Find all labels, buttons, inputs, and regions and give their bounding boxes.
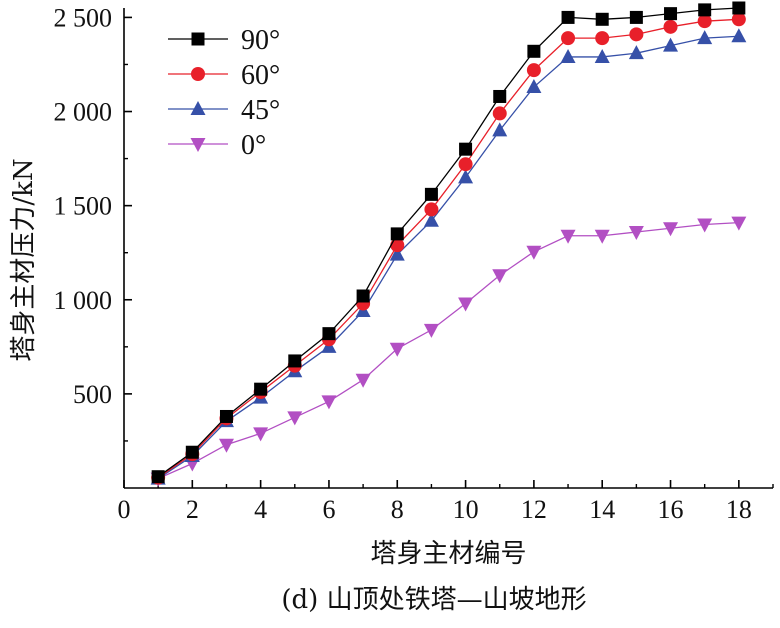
data-point xyxy=(288,354,302,368)
data-point xyxy=(629,10,643,24)
data-point xyxy=(663,19,678,34)
y-tick-label: 1 500 xyxy=(54,192,113,221)
legend-marker xyxy=(191,32,205,46)
data-point xyxy=(459,142,473,156)
data-point xyxy=(560,48,576,63)
data-point xyxy=(664,7,678,21)
data-point xyxy=(492,122,508,137)
data-point xyxy=(732,1,746,15)
x-tick-label: 2 xyxy=(186,495,199,524)
data-point xyxy=(663,37,679,52)
legend-label: 60° xyxy=(241,60,280,91)
x-tick-label: 4 xyxy=(254,495,267,524)
data-point xyxy=(321,395,337,410)
data-point xyxy=(731,216,747,231)
plot-area: 0 2 4 6 8 10 12 14 16 18 500 1 000 1 500 2 000 2 500 xyxy=(54,1,774,524)
data-point xyxy=(254,382,268,396)
figure-caption: (d) 山顶处铁塔—山坡地形 xyxy=(281,585,586,615)
x-tick-label: 6 xyxy=(322,495,335,524)
data-point xyxy=(561,10,575,24)
data-point xyxy=(492,269,508,284)
x-tick-label: 0 xyxy=(118,495,131,524)
data-point xyxy=(595,31,610,46)
x-axis-title: 塔身主材编号 xyxy=(370,539,526,569)
data-point xyxy=(628,45,644,60)
data-point xyxy=(458,169,474,184)
y-tick-label: 2 500 xyxy=(54,3,113,32)
legend-label: 90° xyxy=(241,25,280,56)
data-point xyxy=(629,27,644,42)
data-point xyxy=(731,12,746,27)
data-point xyxy=(526,63,541,78)
data-point xyxy=(355,373,371,388)
data-point xyxy=(424,202,439,217)
data-point xyxy=(219,409,233,423)
data-point xyxy=(628,226,644,240)
y-tick-label: 500 xyxy=(73,380,112,409)
data-point xyxy=(492,106,507,121)
data-point xyxy=(594,229,610,244)
data-point xyxy=(526,245,542,260)
series-line xyxy=(157,221,739,480)
data-point xyxy=(253,427,269,442)
data-point xyxy=(595,12,609,26)
data-point xyxy=(698,3,712,17)
data-point xyxy=(389,246,405,261)
data-point xyxy=(424,187,438,201)
x-tick-label: 8 xyxy=(391,495,404,524)
data-point xyxy=(697,14,712,29)
x-tick-label: 12 xyxy=(521,495,547,524)
data-point xyxy=(663,222,679,237)
data-point xyxy=(697,30,713,45)
data-point xyxy=(390,227,404,241)
data-point xyxy=(493,89,507,103)
x-tick-label: 14 xyxy=(589,495,615,524)
x-tick-label: 18 xyxy=(726,495,752,524)
data-point xyxy=(561,31,576,46)
legend-marker xyxy=(190,138,206,152)
data-point xyxy=(560,229,576,244)
y-tick-label: 2 000 xyxy=(54,98,113,127)
data-point xyxy=(423,323,439,338)
y-tick-label: 1 000 xyxy=(54,286,113,315)
data-point xyxy=(458,297,474,312)
legend-marker xyxy=(190,101,206,115)
data-point xyxy=(390,238,405,253)
legend-marker xyxy=(191,67,205,81)
legend-label: 0° xyxy=(241,130,266,161)
data-point xyxy=(389,342,405,357)
data-point xyxy=(526,79,542,94)
data-point xyxy=(322,327,336,341)
data-point xyxy=(731,28,747,43)
y-axis-title: 塔身主材压力/kN xyxy=(9,158,39,361)
data-point xyxy=(151,470,165,484)
data-point xyxy=(423,212,439,227)
data-point xyxy=(697,218,713,233)
legend-label: 45° xyxy=(241,95,280,126)
x-tick-label: 16 xyxy=(658,495,684,524)
x-tick-label: 10 xyxy=(453,495,479,524)
data-point xyxy=(185,445,199,459)
data-point xyxy=(458,157,473,172)
data-point xyxy=(218,438,234,453)
data-point xyxy=(356,289,370,303)
data-point xyxy=(594,48,610,63)
legend: 90° 60° 45° 0° xyxy=(168,25,280,161)
data-point xyxy=(287,411,303,426)
data-point xyxy=(527,44,541,58)
